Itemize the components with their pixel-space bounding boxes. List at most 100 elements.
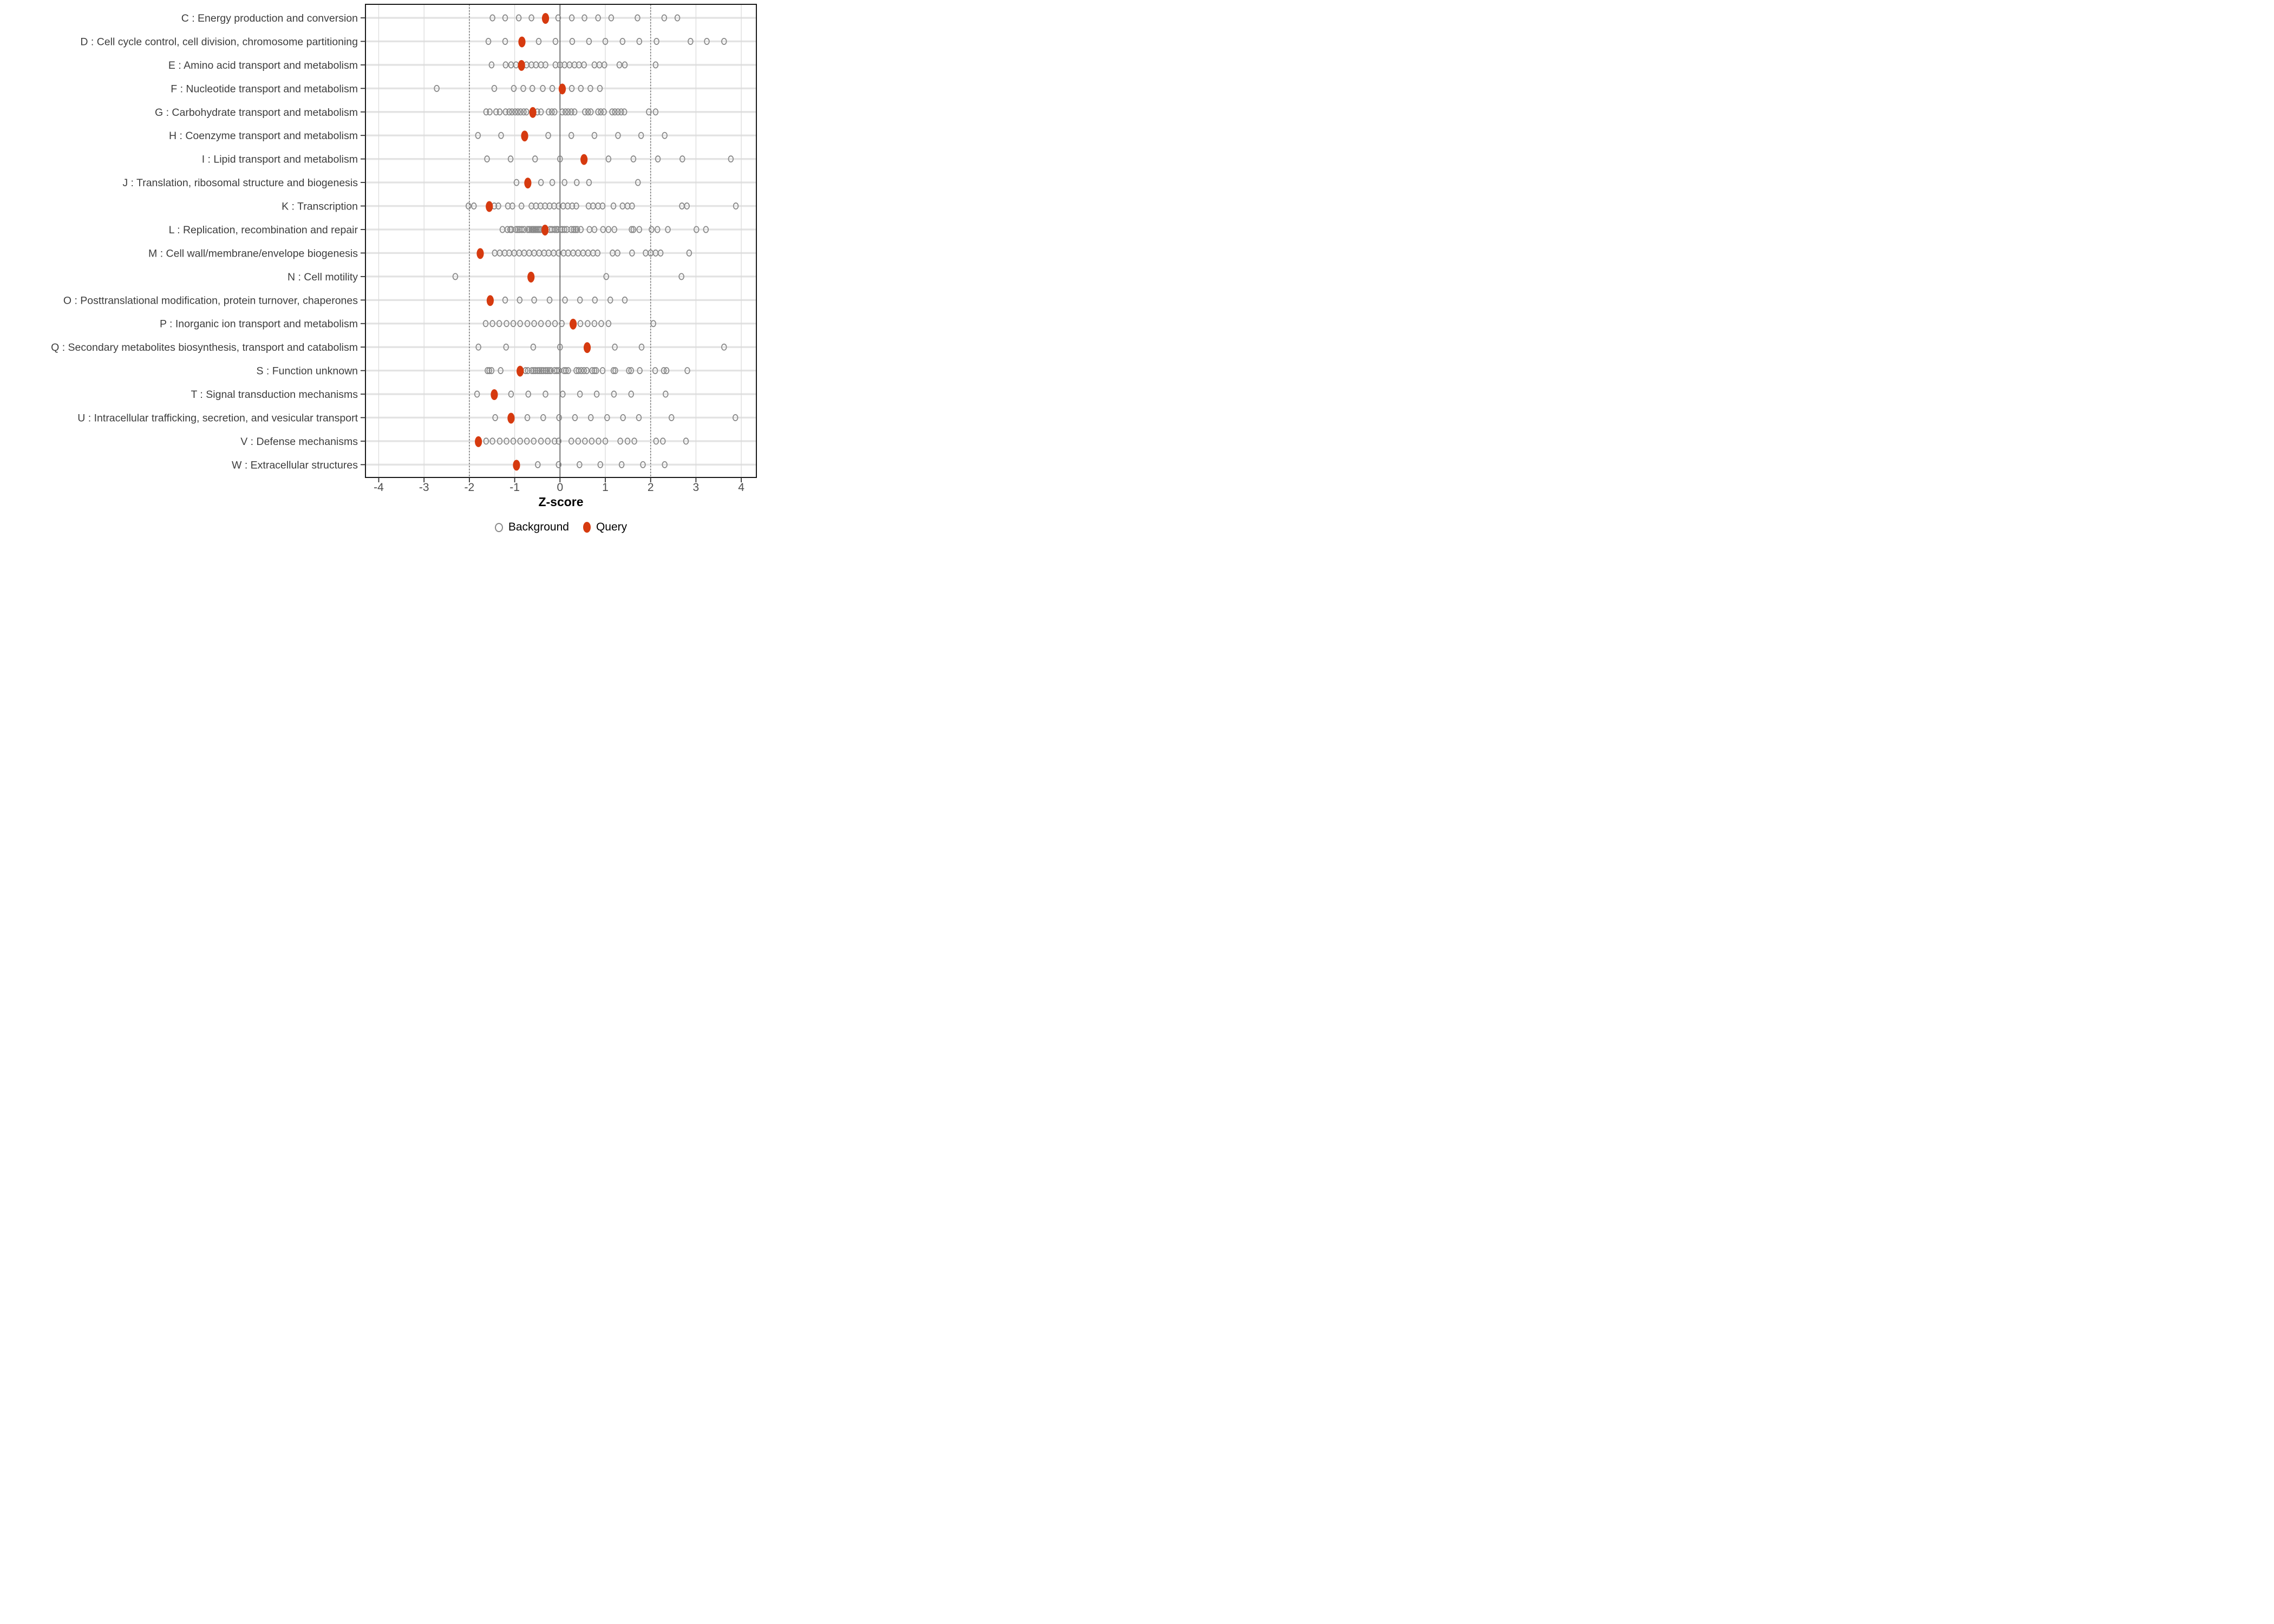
background-point (733, 202, 739, 210)
background-point (655, 155, 661, 163)
background-point (565, 108, 571, 116)
background-point (630, 155, 637, 163)
background-point (471, 202, 477, 210)
category-row (475, 436, 689, 447)
background-point (582, 108, 588, 116)
background-point (474, 390, 480, 398)
background-point (663, 367, 670, 375)
background-point (638, 132, 644, 139)
background-point (465, 202, 472, 210)
background-point (434, 84, 440, 92)
background-point (551, 108, 558, 116)
category-row (499, 224, 709, 235)
background-point (556, 461, 562, 468)
background-point (496, 320, 502, 328)
background-point (586, 37, 592, 45)
background-point (489, 320, 495, 328)
y-axis-label: D : Cell cycle control, cell division, c… (80, 36, 358, 48)
background-point (506, 108, 512, 116)
y-axis-label: N : Cell motility (287, 271, 358, 283)
y-axis-label: I : Lipid transport and metabolism (202, 154, 358, 166)
background-point (622, 61, 628, 69)
background-point (557, 343, 563, 351)
query-point (486, 295, 494, 306)
background-point (603, 273, 609, 280)
background-point (679, 155, 685, 163)
background-point (518, 108, 524, 116)
background-point (728, 155, 734, 163)
background-point (548, 108, 555, 116)
background-point (631, 437, 637, 445)
background-point (515, 108, 521, 116)
background-point (650, 320, 657, 328)
background-point (587, 84, 593, 92)
background-point (684, 367, 690, 375)
background-point (524, 437, 530, 445)
background-point (652, 367, 658, 375)
background-point (482, 320, 489, 328)
background-point (629, 202, 635, 210)
background-point (525, 367, 531, 375)
y-axis-label: U : Intracellular trafficking, secretion… (77, 412, 358, 424)
background-point (546, 367, 552, 375)
background-point (513, 179, 520, 186)
background-point (555, 14, 561, 22)
background-point (572, 414, 578, 421)
background-point (548, 367, 554, 375)
background-point (693, 226, 700, 233)
background-point (608, 14, 615, 22)
background-point (617, 437, 623, 445)
background-point (654, 37, 659, 45)
background-point (578, 84, 584, 92)
x-tick-label: 4 (738, 481, 744, 494)
background-point (556, 437, 562, 445)
background-point (629, 226, 635, 233)
background-point (616, 61, 623, 69)
background-point (475, 132, 481, 139)
background-point (636, 414, 642, 421)
category-row (489, 13, 681, 24)
background-point (531, 367, 537, 375)
query-point (583, 342, 591, 353)
background-point (563, 367, 569, 375)
background-point (589, 437, 595, 445)
background-point (684, 202, 690, 210)
query-point (507, 412, 515, 424)
query-point (558, 83, 566, 95)
category-row (513, 178, 641, 189)
background-point (597, 461, 604, 468)
background-point (554, 367, 560, 375)
background-point (652, 61, 659, 69)
background-point (572, 226, 579, 233)
background-point (498, 132, 504, 139)
background-point (568, 226, 574, 233)
background-point (661, 367, 667, 375)
background-point (636, 226, 643, 233)
y-axis-label: F : Nucleotide transport and metabolism (171, 83, 358, 95)
x-tick-label: 0 (557, 481, 563, 494)
category-row (475, 130, 668, 142)
background-point (575, 437, 581, 445)
background-point (486, 367, 493, 375)
background-point (563, 108, 568, 116)
background-point (569, 37, 576, 45)
background-point (475, 343, 481, 351)
background-point (524, 414, 531, 421)
background-point (628, 367, 635, 375)
background-point (732, 414, 739, 421)
background-point (605, 226, 612, 233)
background-point (587, 414, 594, 421)
background-point (544, 367, 551, 375)
background-point (559, 320, 565, 328)
background-point (573, 179, 580, 186)
background-point (498, 367, 504, 375)
background-point (511, 84, 517, 92)
background-point (686, 249, 692, 257)
background-point (688, 37, 694, 45)
background-point (561, 226, 567, 233)
background-point (545, 320, 551, 328)
x-tick-label: 3 (693, 481, 700, 494)
background-point (721, 343, 727, 351)
background-point (515, 226, 521, 233)
background-point (615, 108, 621, 116)
